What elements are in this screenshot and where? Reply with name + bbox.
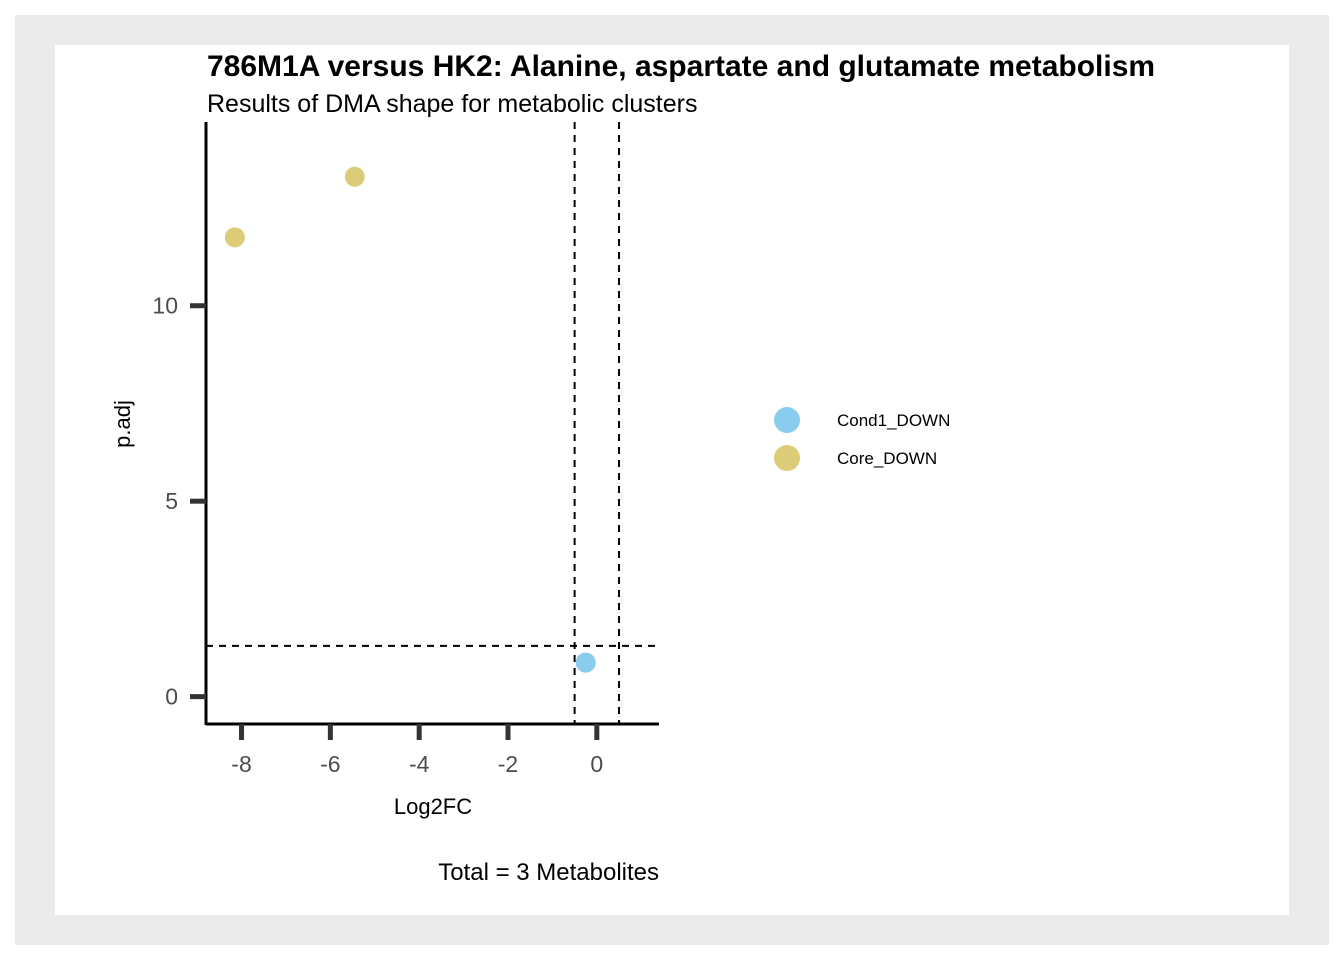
legend-key — [774, 407, 800, 433]
chart-title: 786M1A versus HK2: Alanine, aspartate an… — [207, 50, 1155, 83]
x-tick-label: -2 — [498, 751, 518, 777]
chart-caption: Total = 3 Metabolites — [438, 859, 659, 886]
x-tick-label: -4 — [409, 751, 430, 777]
x-axis-title: Log2FC — [394, 794, 472, 819]
threshold-lines — [206, 122, 659, 724]
y-tick-label: 10 — [152, 293, 178, 319]
x-tick-label: -6 — [320, 751, 340, 777]
y-tick-label: 0 — [165, 684, 178, 710]
legend-label: Core_DOWN — [837, 449, 937, 468]
y-axis-title: p.adj — [110, 400, 135, 448]
legend-key — [774, 445, 800, 471]
data-points — [224, 166, 596, 673]
legend: Cond1_DOWN Core_DOWN — [774, 407, 950, 471]
axis-ticks: -8 -6 -4 -2 0 0 5 10 — [152, 293, 603, 777]
x-tick-label: 0 — [590, 751, 603, 777]
data-point — [344, 166, 365, 187]
data-point — [224, 227, 245, 248]
data-point — [575, 652, 596, 673]
x-tick-label: -8 — [231, 751, 251, 777]
chart-subtitle: Results of DMA shape for metabolic clust… — [207, 90, 697, 118]
axes — [204, 122, 659, 726]
legend-label: Cond1_DOWN — [837, 411, 950, 430]
y-tick-label: 5 — [165, 488, 178, 514]
plot-panel — [55, 45, 1289, 915]
